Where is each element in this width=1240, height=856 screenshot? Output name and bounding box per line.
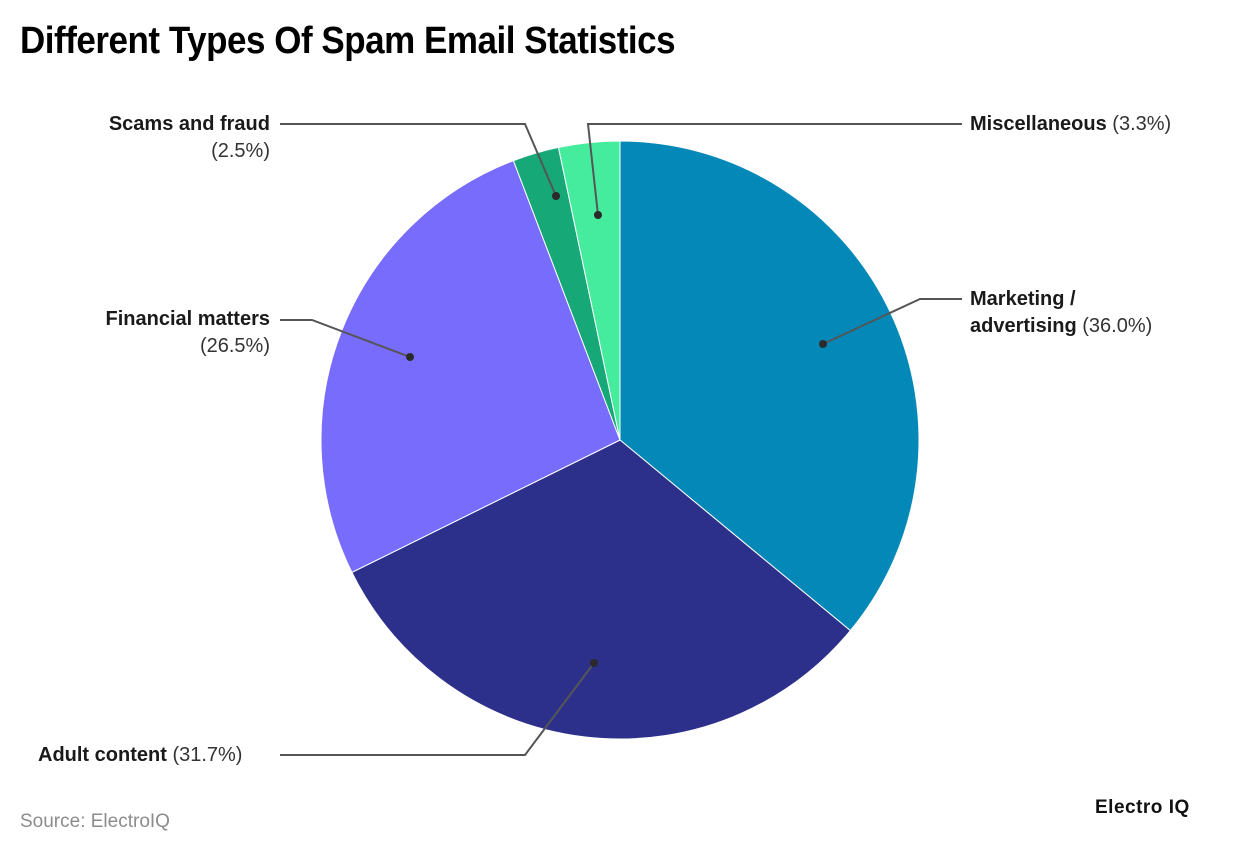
label-marketing-name: Marketing /	[970, 288, 1076, 310]
leader-line-scams	[280, 123, 557, 197]
source-note: Source: ElectroIQ	[20, 811, 170, 832]
label-adult-pct: (31.7%)	[172, 744, 243, 766]
label-marketing-pct: (36.0%)	[1082, 315, 1153, 337]
leader-line-marketing	[822, 298, 962, 345]
chart-title: Different Types Of Spam Email Statistics	[20, 20, 676, 62]
leader-line-adult	[280, 662, 595, 756]
label-misc-pct: (3.3%)	[1112, 113, 1172, 135]
label-scams-name: Scams and fraud	[108, 113, 270, 135]
label-marketing-name-2: advertising	[970, 315, 1077, 337]
label-financial-pct: (26.5%)	[199, 335, 270, 357]
label-misc: Miscellaneous (3.3%)	[970, 111, 1171, 138]
pie-slice-adult-content	[351, 439, 852, 740]
label-adult-name: Adult content	[38, 744, 167, 766]
leader-line-financial	[280, 319, 411, 358]
label-adult: Adult content (31.7%)	[38, 742, 242, 769]
label-marketing: Marketing / advertising (36.0%)	[970, 286, 1152, 340]
label-financial: Financial matters (26.5%)	[105, 306, 270, 360]
leader-lines	[280, 123, 962, 756]
label-scams-pct: (2.5%)	[211, 140, 270, 162]
label-scams: Scams and fraud (2.5%)	[109, 111, 270, 165]
label-financial-name: Financial matters	[105, 308, 270, 330]
pie-slices	[320, 140, 920, 740]
leader-line-misc	[586, 123, 962, 216]
brand-logo: Electro IQ	[1095, 797, 1190, 818]
leader-dots	[406, 192, 827, 667]
label-misc-name: Miscellaneous	[970, 113, 1107, 135]
